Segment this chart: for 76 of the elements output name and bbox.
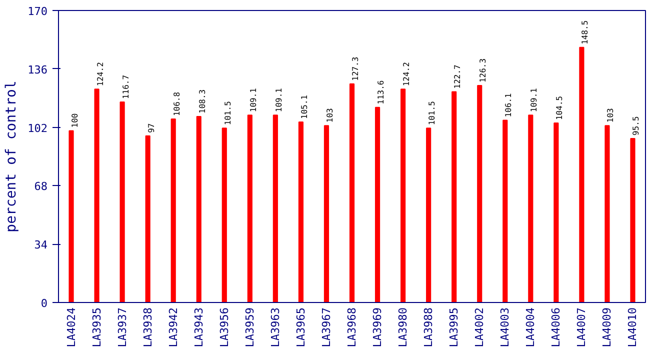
bar (502, 120, 508, 302)
bar (120, 102, 125, 302)
bar (222, 128, 227, 302)
data-label: 148.5 (580, 20, 590, 44)
y-tick-label: 102 (28, 122, 48, 135)
bar (94, 88, 100, 302)
x-tick-label: LA4006 (550, 307, 563, 348)
data-label: 101.5 (428, 100, 437, 126)
x-tick-label: LA4004 (524, 307, 538, 348)
data-label: 109.1 (530, 88, 539, 112)
bar (349, 83, 355, 302)
data-label: 126.3 (478, 58, 488, 83)
bar (426, 128, 432, 302)
data-label: 101.5 (223, 100, 232, 126)
data-label: 127.3 (351, 56, 360, 81)
bar (374, 106, 380, 302)
data-label: 124.2 (402, 62, 412, 86)
data-label: 103 (325, 108, 334, 123)
x-tick-label: LA3963 (268, 307, 282, 348)
x-tick-label: LA3980 (396, 307, 410, 348)
data-label: 104.5 (555, 96, 564, 120)
bar (528, 114, 534, 302)
bar (170, 118, 176, 302)
bar (477, 85, 482, 302)
y-tick-label: 170 (28, 5, 48, 18)
bar (324, 125, 330, 302)
x-tick-label: LA3968 (346, 307, 358, 348)
data-label: 124.2 (96, 62, 105, 86)
data-label: 103 (606, 108, 616, 123)
data-label: 95.5 (632, 116, 641, 136)
x-tick-label: LA4009 (600, 307, 614, 348)
x-tick-label: LA3995 (448, 307, 461, 348)
data-label: 109.1 (274, 88, 284, 112)
x-tick-label: LA3956 (218, 307, 231, 348)
bar (196, 116, 202, 302)
data-label: 100 (70, 113, 80, 128)
bar (272, 114, 278, 302)
bar (145, 135, 150, 302)
y-axis-title: percent of control (4, 80, 20, 232)
bar (579, 46, 584, 302)
x-tick-label: LA3967 (320, 307, 333, 348)
y-tick-label: 68 (34, 180, 48, 194)
x-tick-label: LA4002 (473, 307, 486, 348)
data-label: 109.1 (248, 88, 258, 112)
data-label: 116.7 (121, 74, 130, 100)
bar (452, 91, 457, 302)
y-tick-label: 34 (34, 238, 48, 252)
x-tick-label: LA3965 (294, 307, 308, 348)
x-tick-label: LA4010 (626, 307, 640, 348)
bar (247, 114, 252, 302)
x-tick-label: LA3959 (243, 307, 256, 348)
x-tick-label: LA4024 (64, 307, 78, 348)
x-tick-label: LA4003 (498, 307, 512, 348)
bar (400, 88, 406, 302)
x-tick-label: LA4007 (575, 307, 588, 348)
x-tick-label: LA3988 (422, 307, 436, 348)
x-tick-label: LA3937 (116, 307, 129, 348)
y-tick-label: 0 (40, 297, 48, 310)
data-label: 105.1 (300, 94, 309, 119)
bar (68, 130, 74, 302)
x-tick-label: LA3935 (90, 307, 104, 348)
bar (554, 122, 559, 302)
data-label: 97 (146, 123, 156, 133)
y-tick-label: 136 (28, 63, 48, 76)
data-label: 113.6 (376, 80, 386, 104)
bar (604, 125, 610, 302)
data-label: 106.1 (504, 92, 514, 118)
bar (298, 121, 304, 302)
x-tick-label: LA3942 (166, 307, 180, 348)
data-label: 108.3 (198, 89, 207, 114)
bar (630, 138, 636, 302)
x-tick-label: LA3969 (371, 307, 384, 348)
x-tick-label: LA3938 (141, 307, 154, 348)
data-label: 122.7 (453, 64, 462, 89)
data-label: 106.8 (172, 92, 182, 116)
x-tick-label: LA3943 (192, 307, 206, 348)
